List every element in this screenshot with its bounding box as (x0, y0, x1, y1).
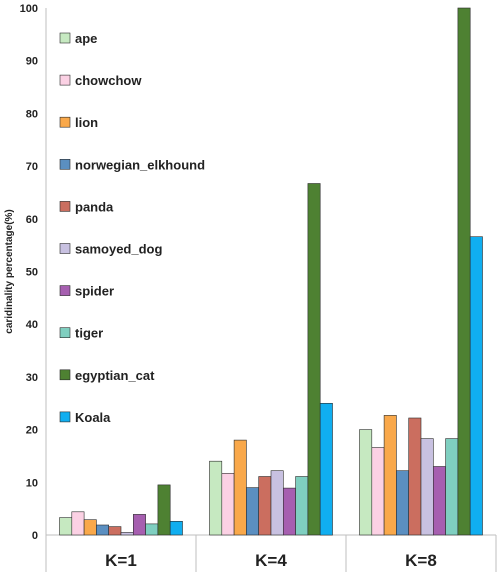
y-tick-label: 60 (26, 214, 38, 226)
bar-egyptian-cat-k1 (157, 484, 171, 536)
bar-egyptian-cat-k4 (307, 183, 321, 536)
bar-spider-k8 (432, 466, 446, 536)
y-tick-label: 100 (20, 3, 38, 15)
bar-panda-k4 (258, 476, 272, 536)
bar-koala-k8 (469, 236, 483, 536)
bar-panda-k8 (408, 417, 422, 536)
legend-label: samoyed_dog (75, 242, 162, 257)
bar-egyptian-cat-k8 (457, 7, 471, 536)
bar-chowchow-k1 (71, 511, 85, 536)
x-category-label: K=4 (255, 551, 287, 570)
legend-swatch (59, 74, 71, 86)
legend-swatch (59, 411, 71, 423)
legend-label: norwegian_elkhound (75, 157, 205, 172)
bar-samoyed-dog-k1 (120, 532, 134, 536)
bar-tiger-k8 (445, 438, 459, 536)
legend-swatch (59, 327, 71, 339)
legend-swatch (59, 32, 71, 44)
bar-norwegian-elkhound-k8 (396, 470, 409, 536)
bar-tiger-k1 (145, 523, 159, 536)
y-tick-label: 50 (26, 267, 38, 279)
bar-norwegian-elkhound-k4 (246, 487, 259, 536)
y-axis-title: caridinality percentage(%) (4, 209, 15, 333)
legend-swatch (59, 285, 71, 296)
bars (59, 7, 483, 536)
legend-swatch (59, 201, 71, 212)
y-tick-label: 80 (26, 108, 38, 120)
bar-chowchow-k4 (221, 472, 235, 536)
legend-swatch (59, 116, 71, 128)
legend-swatch (59, 159, 71, 170)
bar-samoyed-dog-k8 (420, 438, 434, 536)
legend-swatch (59, 369, 71, 381)
y-tick-label: 70 (26, 161, 38, 173)
bar-samoyed-dog-k4 (270, 470, 284, 536)
x-axis-category-labels: K=1 K=4 K=8 (105, 551, 437, 570)
y-tick-label: 20 (26, 425, 38, 437)
bar-norwegian-elkhound-k1 (96, 524, 110, 536)
legend-label: lion (75, 115, 98, 130)
legend-swatch (59, 243, 71, 254)
legend-label: chowchow (75, 73, 142, 88)
bar-spider-k1 (133, 514, 146, 536)
legend-label: tiger (75, 326, 103, 341)
bar-ape-k1 (59, 517, 73, 536)
y-tick-label: 90 (26, 56, 38, 68)
x-category-label: K=8 (405, 551, 437, 570)
bar-panda-k1 (108, 526, 122, 536)
y-tick-label: 40 (26, 319, 38, 331)
y-tick-label: 10 (26, 477, 38, 489)
bar-spider-k4 (282, 487, 296, 536)
bar-ape-k4 (209, 460, 223, 536)
bar-koala-k1 (169, 520, 183, 536)
y-tick-label: 0 (32, 530, 38, 542)
bar-lion-k8 (383, 415, 397, 536)
bar-koala-k4 (319, 402, 333, 536)
legend-label: spider (75, 284, 114, 299)
y-axis-ticks: 0 10 20 30 40 50 60 70 80 90 100 (20, 3, 38, 542)
bar-chowchow-k8 (371, 447, 385, 536)
legend-label: egyptian_cat (75, 368, 155, 383)
bar-tiger-k4 (295, 476, 309, 536)
legend-label: Koala (75, 410, 111, 425)
bar-ape-k8 (359, 429, 373, 536)
legend-label: ape (75, 31, 97, 46)
y-tick-label: 30 (26, 372, 38, 384)
x-category-label: K=1 (105, 551, 137, 570)
bar-lion-k1 (83, 519, 97, 536)
bar-lion-k4 (233, 439, 247, 536)
legend-label: panda (75, 199, 114, 214)
